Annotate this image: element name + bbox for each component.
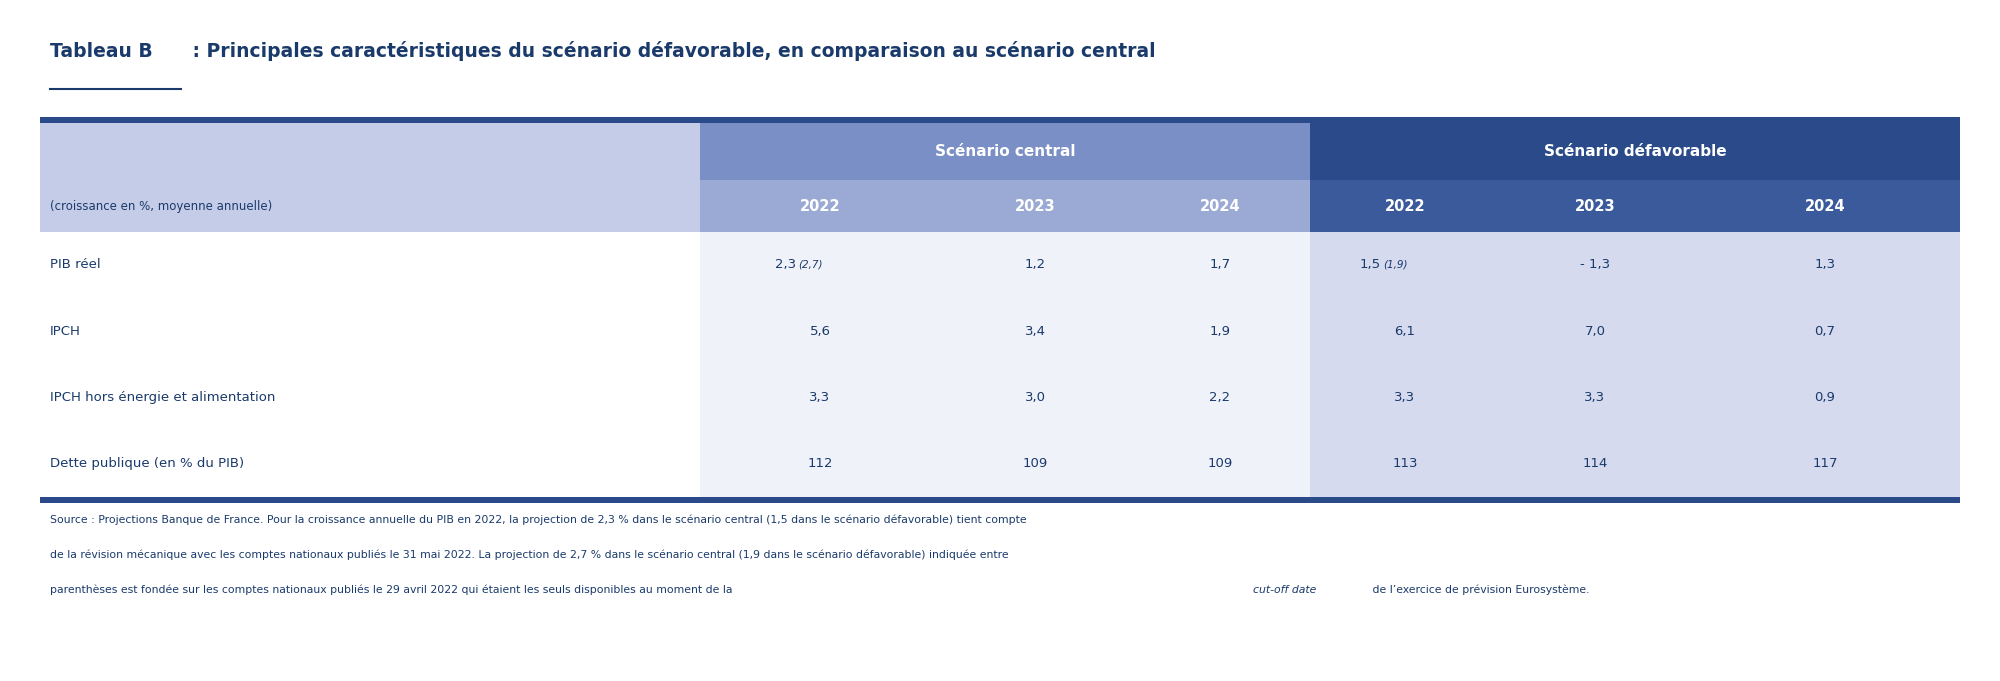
- Text: Scénario défavorable: Scénario défavorable: [1544, 144, 1726, 159]
- Text: Scénario central: Scénario central: [934, 144, 1076, 159]
- Text: Dette publique (en % du PIB): Dette publique (en % du PIB): [50, 458, 244, 471]
- Text: 109: 109: [1022, 458, 1048, 471]
- Text: 3,3: 3,3: [1394, 391, 1416, 404]
- FancyBboxPatch shape: [700, 123, 1310, 180]
- FancyBboxPatch shape: [1130, 298, 1310, 364]
- FancyBboxPatch shape: [40, 232, 700, 298]
- Text: 1,2: 1,2: [1024, 258, 1046, 271]
- Text: 3,3: 3,3: [810, 391, 830, 404]
- FancyBboxPatch shape: [1130, 430, 1310, 497]
- FancyBboxPatch shape: [40, 117, 1960, 123]
- Text: 114: 114: [1582, 458, 1608, 471]
- FancyBboxPatch shape: [700, 364, 940, 430]
- Text: 7,0: 7,0: [1584, 325, 1606, 338]
- Text: 0,7: 0,7: [1814, 325, 1836, 338]
- FancyBboxPatch shape: [1500, 232, 1690, 298]
- Text: (1,9): (1,9): [1384, 259, 1408, 270]
- Text: 1,7: 1,7: [1210, 258, 1230, 271]
- Text: 113: 113: [1392, 458, 1418, 471]
- FancyBboxPatch shape: [40, 430, 700, 497]
- Text: 109: 109: [1208, 458, 1232, 471]
- FancyBboxPatch shape: [40, 123, 1130, 180]
- FancyBboxPatch shape: [700, 232, 940, 298]
- FancyBboxPatch shape: [1690, 232, 1960, 298]
- FancyBboxPatch shape: [1500, 430, 1690, 497]
- FancyBboxPatch shape: [1690, 298, 1960, 364]
- Text: 2,3: 2,3: [774, 258, 796, 271]
- Text: IPCH hors énergie et alimentation: IPCH hors énergie et alimentation: [50, 391, 276, 404]
- FancyBboxPatch shape: [40, 497, 1960, 503]
- Text: 2024: 2024: [1200, 198, 1240, 214]
- FancyBboxPatch shape: [1310, 298, 1500, 364]
- Text: 2022: 2022: [800, 198, 840, 214]
- Text: 3,3: 3,3: [1584, 391, 1606, 404]
- Text: 1,9: 1,9: [1210, 325, 1230, 338]
- Text: 2023: 2023: [1014, 198, 1056, 214]
- FancyBboxPatch shape: [1500, 180, 1690, 232]
- FancyBboxPatch shape: [40, 298, 700, 364]
- Text: 3,4: 3,4: [1024, 325, 1046, 338]
- FancyBboxPatch shape: [1310, 430, 1500, 497]
- Text: de l’exercice de prévision Eurosystème.: de l’exercice de prévision Eurosystème.: [1370, 585, 1590, 595]
- Text: IPCH: IPCH: [50, 325, 80, 338]
- FancyBboxPatch shape: [1690, 430, 1960, 497]
- Text: 112: 112: [808, 458, 832, 471]
- Text: Source : Projections Banque de France. Pour la croissance annuelle du PIB en 202: Source : Projections Banque de France. P…: [50, 514, 1026, 524]
- Text: PIB réel: PIB réel: [50, 258, 100, 271]
- Text: 2024: 2024: [1804, 198, 1846, 214]
- Text: 2023: 2023: [1574, 198, 1616, 214]
- FancyBboxPatch shape: [940, 364, 1130, 430]
- FancyBboxPatch shape: [700, 180, 940, 232]
- FancyBboxPatch shape: [1310, 180, 1500, 232]
- Text: 2,2: 2,2: [1210, 391, 1230, 404]
- Text: 5,6: 5,6: [810, 325, 830, 338]
- Text: 3,0: 3,0: [1024, 391, 1046, 404]
- FancyBboxPatch shape: [700, 298, 940, 364]
- FancyBboxPatch shape: [700, 430, 940, 497]
- FancyBboxPatch shape: [1500, 364, 1690, 430]
- FancyBboxPatch shape: [40, 364, 700, 430]
- FancyBboxPatch shape: [1130, 180, 1310, 232]
- FancyBboxPatch shape: [1690, 364, 1960, 430]
- FancyBboxPatch shape: [1130, 232, 1310, 298]
- FancyBboxPatch shape: [40, 180, 700, 232]
- Text: 1,3: 1,3: [1814, 258, 1836, 271]
- FancyBboxPatch shape: [1310, 232, 1500, 298]
- Text: 6,1: 6,1: [1394, 325, 1416, 338]
- Text: 2022: 2022: [1384, 198, 1426, 214]
- FancyBboxPatch shape: [1130, 364, 1310, 430]
- FancyBboxPatch shape: [1310, 364, 1500, 430]
- Text: parenthèses est fondée sur les comptes nationaux publiés le 29 avril 2022 qui ét: parenthèses est fondée sur les comptes n…: [50, 585, 736, 595]
- Text: (croissance en %, moyenne annuelle): (croissance en %, moyenne annuelle): [50, 200, 272, 212]
- Text: 117: 117: [1812, 458, 1838, 471]
- Text: - 1,3: - 1,3: [1580, 258, 1610, 271]
- Text: 0,9: 0,9: [1814, 391, 1836, 404]
- FancyBboxPatch shape: [1310, 123, 1960, 180]
- FancyBboxPatch shape: [940, 298, 1130, 364]
- Text: : Principales caractéristiques du scénario défavorable, en comparaison au scénar: : Principales caractéristiques du scénar…: [186, 41, 1156, 61]
- Text: (2,7): (2,7): [798, 259, 822, 270]
- Text: Tableau B: Tableau B: [50, 42, 152, 61]
- FancyBboxPatch shape: [940, 180, 1130, 232]
- FancyBboxPatch shape: [1500, 298, 1690, 364]
- Text: 1,5: 1,5: [1360, 258, 1380, 271]
- FancyBboxPatch shape: [940, 430, 1130, 497]
- FancyBboxPatch shape: [1690, 180, 1960, 232]
- Text: de la révision mécanique avec les comptes nationaux publiés le 31 mai 2022. La p: de la révision mécanique avec les compte…: [50, 550, 1008, 560]
- FancyBboxPatch shape: [940, 232, 1130, 298]
- Text: cut-off date: cut-off date: [1252, 585, 1316, 595]
